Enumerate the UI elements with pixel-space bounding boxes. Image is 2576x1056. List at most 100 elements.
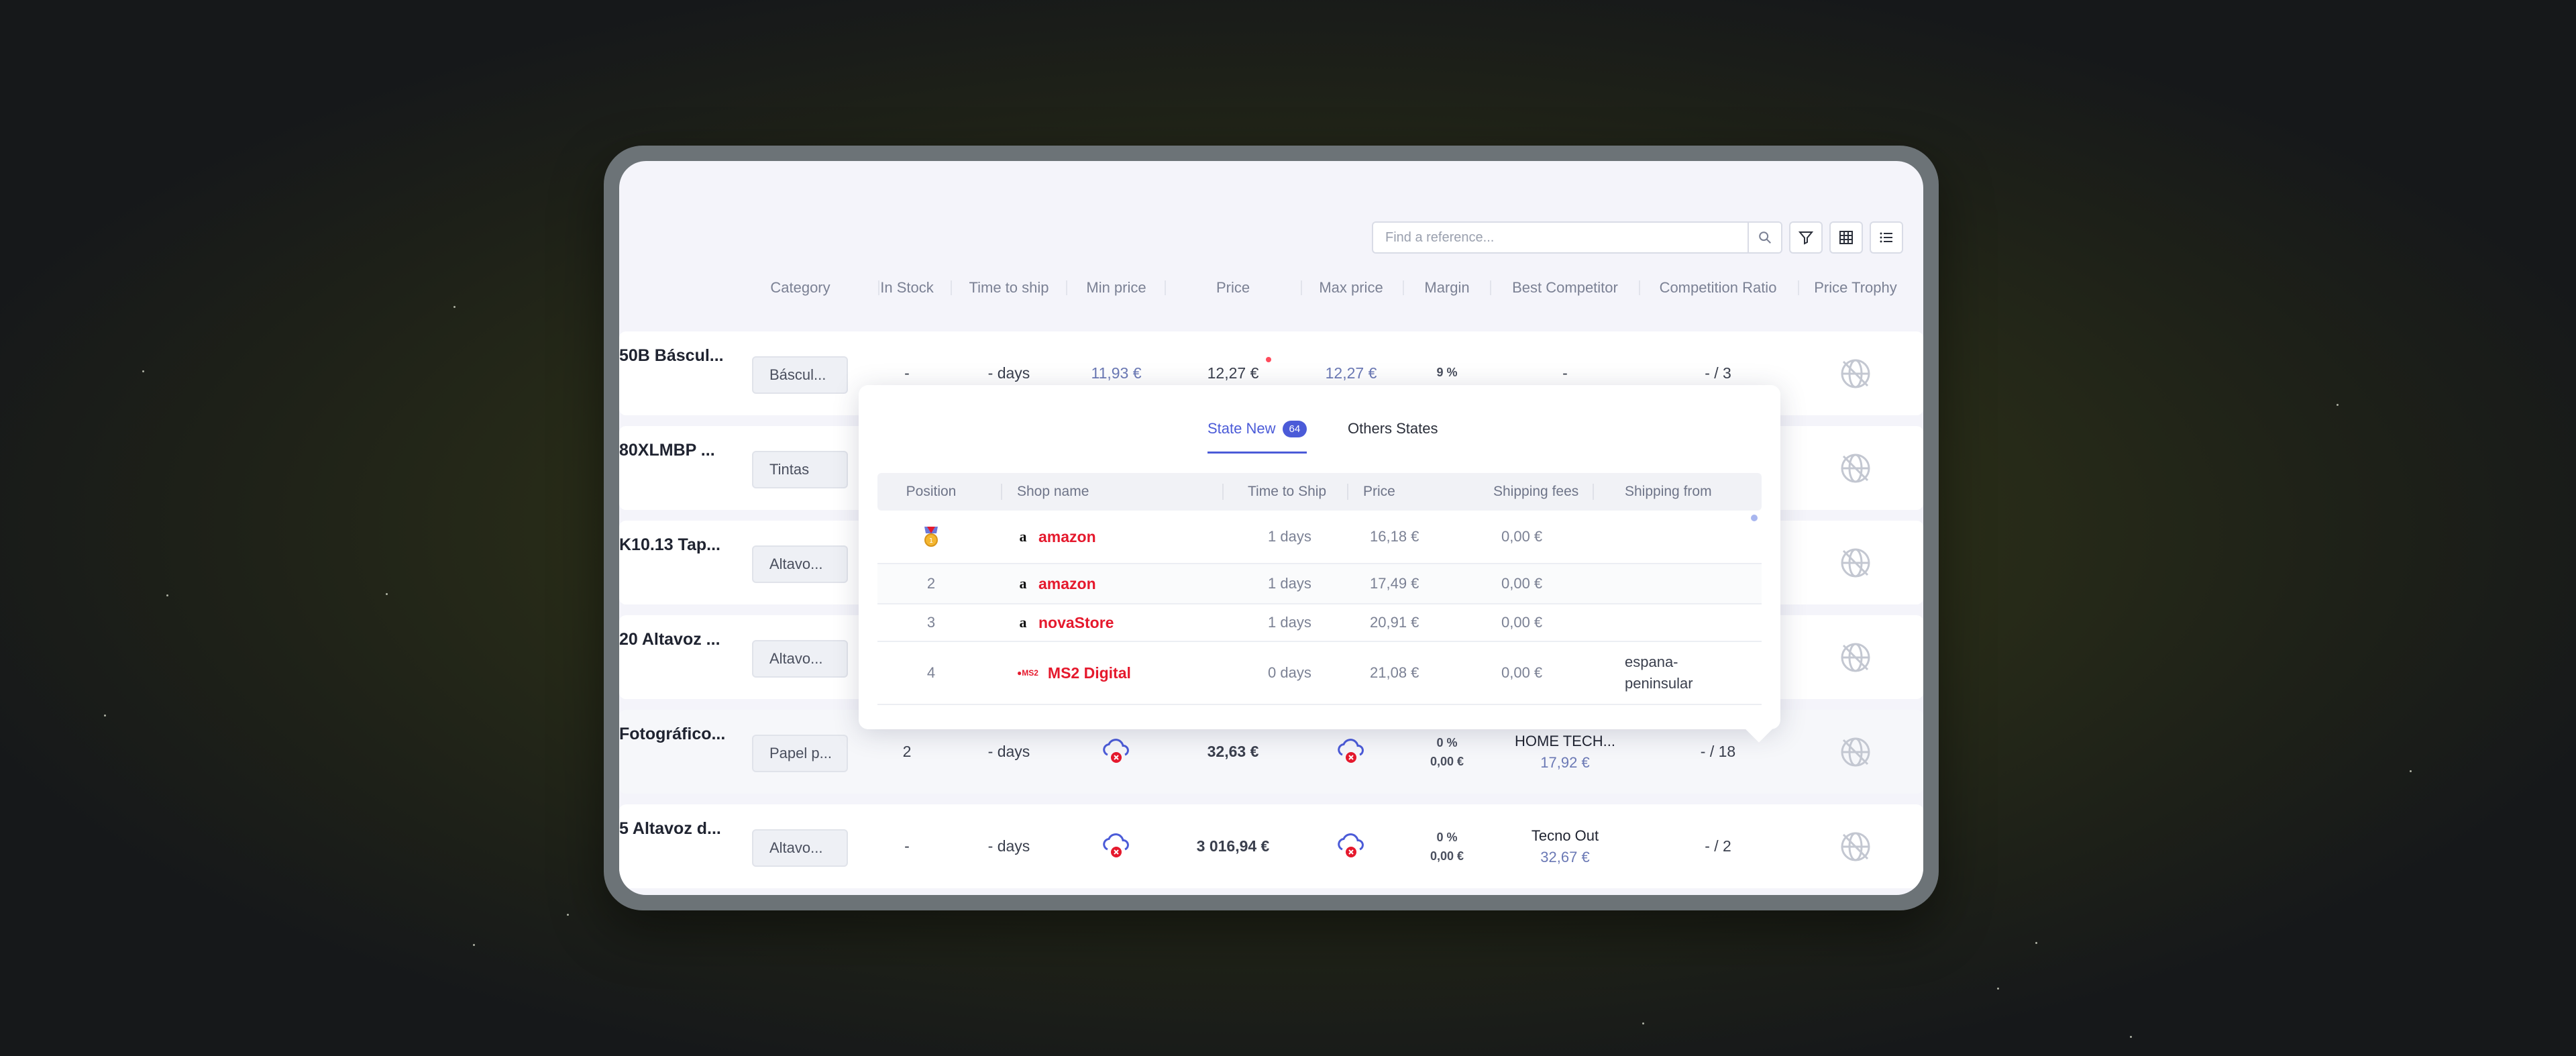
min-price[interactable] (1101, 710, 1132, 794)
shop[interactable]: a novaStore (1017, 604, 1114, 641)
shipping-fees: 0,00 € (1501, 664, 1543, 681)
tab-others-states[interactable]: Others States (1348, 420, 1438, 454)
in-stock: - (904, 364, 910, 382)
search-icon (1759, 231, 1771, 244)
col-price[interactable]: Price (1363, 484, 1395, 499)
globe-off-icon (1841, 737, 1870, 766)
table-row[interactable]: 5 Altavoz d... Altavo... - - days 3 016,… (619, 804, 1923, 888)
col-divider (1593, 484, 1594, 500)
popup-tabs: State New 64 Others States (859, 420, 1780, 454)
shop-name: novaStore (1038, 613, 1114, 631)
offers-table-header: Position Shop name Time to Ship Price Sh… (877, 473, 1762, 511)
offer-price: 20,91 € (1370, 614, 1419, 631)
col-time-to-ship[interactable]: Time to Ship (1248, 484, 1327, 499)
offer-row[interactable]: 2 a amazon 1 days 17,49 € 0,00 € (877, 564, 1762, 604)
product-name[interactable]: 20 Altavoz ... (619, 630, 720, 649)
offers-table: Position Shop name Time to Ship Price Sh… (877, 473, 1762, 705)
margin: 0 % 0,00 € (1430, 804, 1464, 888)
grid-view-button[interactable] (1829, 221, 1863, 254)
offer-row[interactable]: 3 a novaStore 1 days 20,91 € 0,00 € (877, 604, 1762, 642)
col-divider (1490, 280, 1491, 295)
product-name[interactable]: 50B Báscul... (619, 346, 724, 365)
col-best-competitor[interactable]: Best Competitor (1512, 279, 1618, 296)
max-price[interactable]: 12,27 € (1325, 364, 1377, 382)
cloud-error-icon (1338, 738, 1364, 763)
tab-state-new-label: State New (1208, 420, 1276, 437)
competition-ratio: - / 2 (1705, 837, 1731, 855)
offer-row[interactable]: 4 ●MS2 MS2 Digital 0 days 21,08 € 0,00 €… (877, 642, 1762, 705)
max-price[interactable] (1336, 710, 1366, 794)
offer-row[interactable]: 1 a amazon 1 days 16,18 € 0,00 € (877, 511, 1762, 564)
category-button[interactable]: Papel p... (752, 735, 848, 772)
col-shipping-from[interactable]: Shipping from (1625, 484, 1712, 499)
scrollbar-thumb[interactable] (1751, 515, 1758, 521)
cloud-error-icon (1103, 833, 1129, 857)
in-stock: 2 (902, 743, 912, 760)
shop-name: MS2 Digital (1047, 664, 1131, 682)
tab-others-states-label: Others States (1348, 420, 1438, 437)
col-position[interactable]: Position (906, 484, 957, 499)
col-divider (1347, 484, 1348, 500)
search-input[interactable] (1373, 223, 1748, 252)
globe-off-icon (1841, 454, 1870, 482)
col-margin[interactable]: Margin (1424, 279, 1470, 296)
list-view-button[interactable] (1870, 221, 1903, 254)
count-badge: 64 (1282, 421, 1307, 437)
shop-name: amazon (1038, 574, 1096, 592)
col-divider (1403, 280, 1404, 295)
price[interactable]: 12,27 € (1207, 364, 1259, 382)
product-name[interactable]: 5 Altavoz d... (619, 819, 721, 838)
min-price[interactable] (1101, 804, 1132, 888)
col-price[interactable]: Price (1216, 279, 1250, 296)
price-trophy (1839, 331, 1872, 415)
filter-button[interactable] (1789, 221, 1823, 254)
price[interactable]: 32,63 € (1207, 743, 1259, 760)
category-button[interactable]: Altavo... (752, 545, 848, 583)
col-divider (1222, 484, 1224, 500)
col-category[interactable]: Category (770, 279, 830, 296)
price-trophy (1839, 521, 1872, 604)
search-button[interactable] (1748, 223, 1781, 252)
col-in-stock[interactable]: In Stock (880, 279, 934, 296)
price[interactable]: 3 016,94 € (1196, 837, 1270, 855)
best-competitor[interactable]: HOME TECH... 17,92 € (1515, 710, 1615, 794)
category-button[interactable]: Altavo... (752, 640, 848, 678)
category-button[interactable]: Báscul... (752, 356, 848, 394)
product-name[interactable]: 80XLMBP ... (619, 441, 715, 460)
cloud-error-icon (1338, 833, 1364, 857)
category-button[interactable]: Altavo... (752, 829, 848, 867)
product-name[interactable]: K10.13 Tap... (619, 535, 720, 554)
price-trophy (1839, 804, 1872, 888)
cloud-error-icon (1103, 738, 1129, 763)
col-time-to-ship[interactable]: Time to ship (969, 279, 1049, 296)
col-shipping-fees[interactable]: Shipping fees (1493, 484, 1579, 499)
globe-off-icon (1841, 832, 1870, 861)
col-competition-ratio[interactable]: Competition Ratio (1659, 279, 1777, 296)
min-price[interactable]: 11,93 € (1091, 364, 1142, 382)
col-divider (1165, 280, 1166, 295)
col-price-trophy[interactable]: Price Trophy (1814, 279, 1897, 296)
col-max-price[interactable]: Max price (1319, 279, 1383, 296)
position: 4 (926, 664, 936, 681)
category-button[interactable]: Tintas (752, 451, 848, 488)
background-star (1997, 988, 1999, 990)
margin-value: 0,00 € (1430, 849, 1464, 863)
col-divider (1798, 280, 1799, 295)
product-name[interactable]: Fotográfico... (619, 725, 726, 743)
shop[interactable]: ●MS2 MS2 Digital (1017, 642, 1131, 704)
max-price[interactable] (1336, 804, 1366, 888)
shop[interactable]: a amazon (1017, 511, 1096, 563)
background-star (2130, 1036, 2132, 1038)
col-shop-name[interactable]: Shop name (1017, 484, 1089, 499)
margin-percent: 0 % (1436, 735, 1458, 749)
time-to-ship: - days (987, 743, 1030, 760)
best-competitor[interactable]: Tecno Out 32,67 € (1532, 804, 1599, 888)
shop[interactable]: a amazon (1017, 564, 1096, 603)
background-star (142, 370, 144, 372)
tab-state-new[interactable]: State New 64 (1208, 420, 1307, 454)
background-star (2337, 404, 2339, 406)
globe-off-icon (1841, 359, 1870, 388)
competitor-name: HOME TECH... (1515, 732, 1615, 749)
col-min-price[interactable]: Min price (1086, 279, 1146, 296)
margin: 0 % 0,00 € (1430, 710, 1464, 794)
